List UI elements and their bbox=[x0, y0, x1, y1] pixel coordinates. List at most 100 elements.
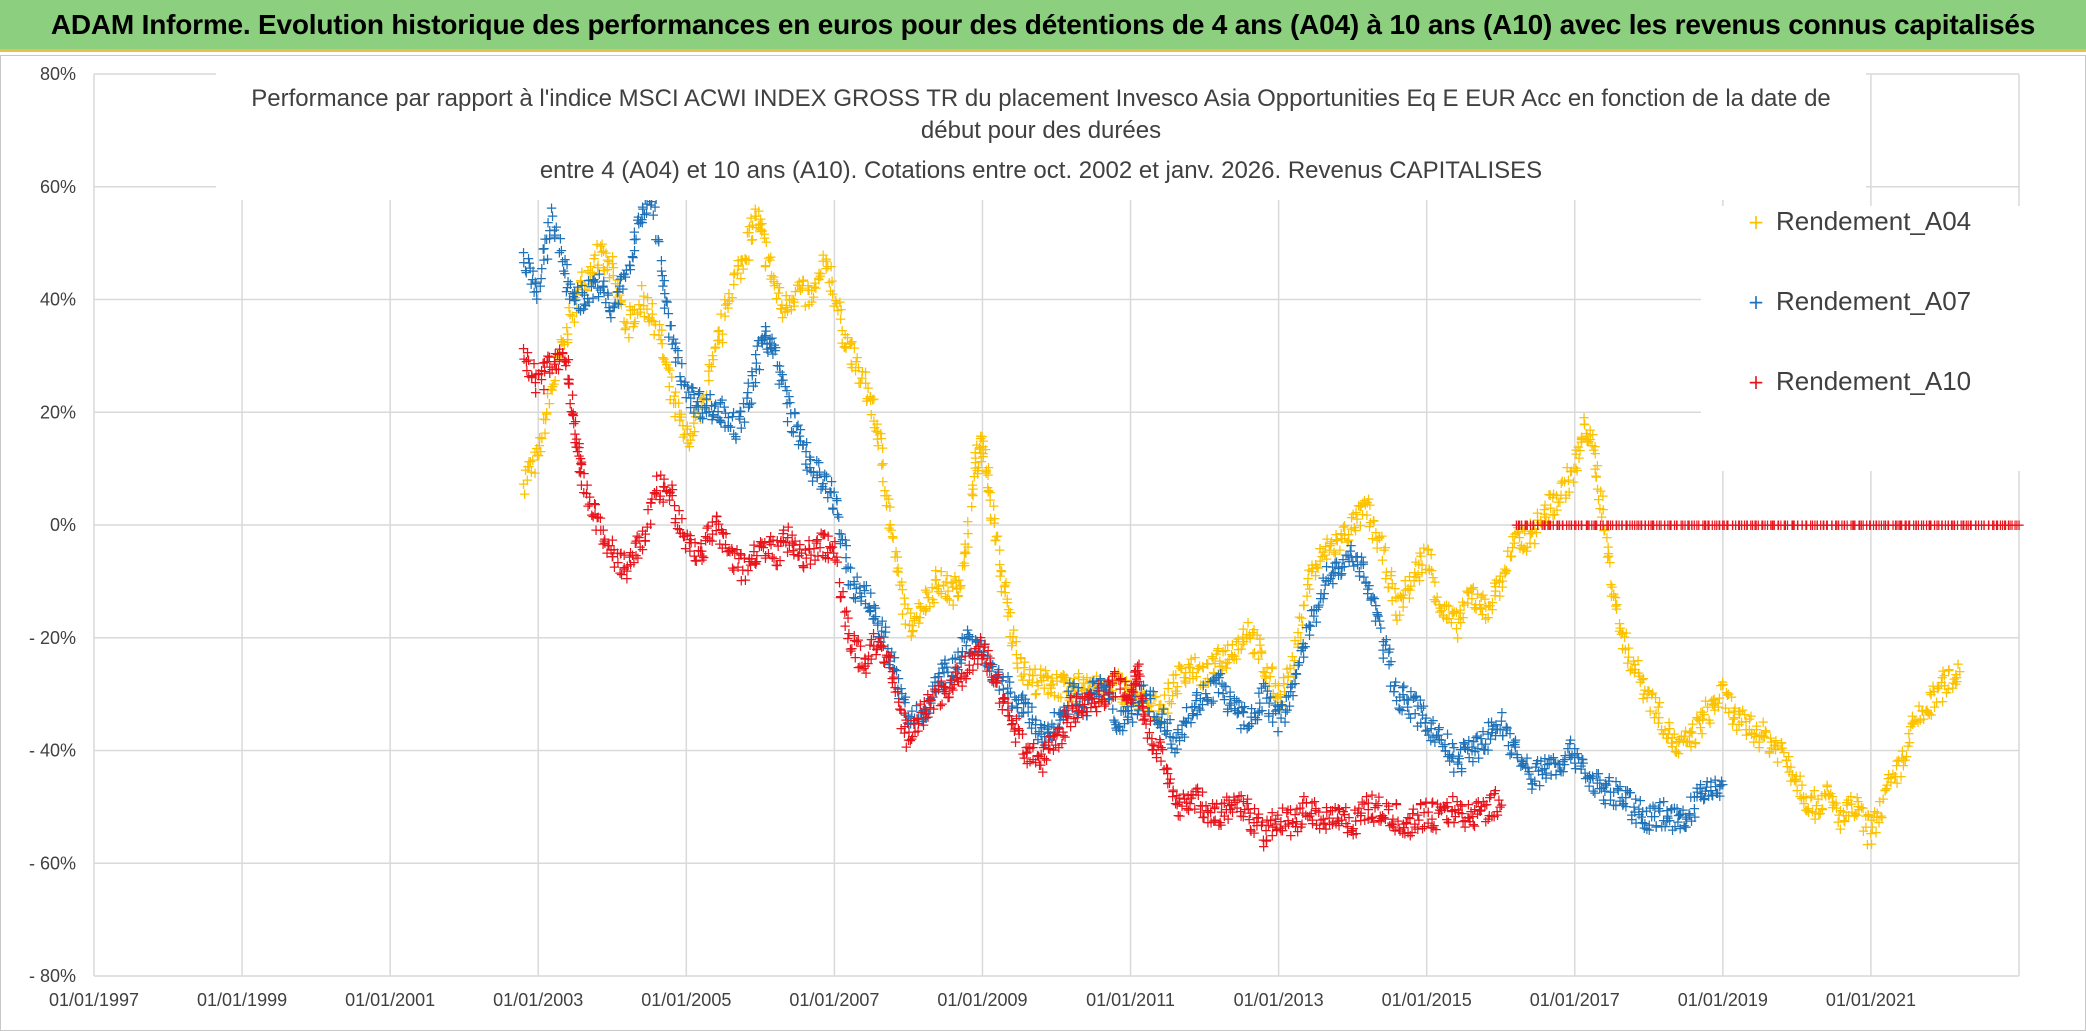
point-rendement_a04: + bbox=[758, 225, 771, 243]
point-rendement_a04: + bbox=[584, 270, 597, 288]
x-tick-label: 01/01/2013 bbox=[1234, 990, 1324, 1010]
point-rendement_a04: + bbox=[518, 485, 531, 503]
point-rendement_a04: + bbox=[788, 293, 801, 311]
point-rendement_a10: + bbox=[831, 553, 844, 571]
point-rendement_a04: + bbox=[527, 451, 540, 469]
point-rendement_a04: + bbox=[600, 244, 613, 262]
point-rendement_a04: + bbox=[692, 400, 705, 418]
point-rendement_a04: + bbox=[586, 264, 599, 282]
point-rendement_a04: + bbox=[584, 258, 597, 276]
point-rendement_a04: + bbox=[655, 331, 668, 349]
point-rendement_a04: + bbox=[834, 310, 847, 328]
point-rendement_a04: + bbox=[588, 250, 601, 268]
point-rendement_a04: + bbox=[722, 299, 735, 317]
y-tick-label: - 80% bbox=[29, 966, 76, 986]
point-rendement_a04: + bbox=[844, 335, 857, 353]
point-rendement_a04: + bbox=[597, 242, 610, 260]
point-rendement_a04: + bbox=[624, 306, 637, 324]
point-rendement_a04: + bbox=[583, 277, 596, 295]
point-rendement_a04: + bbox=[576, 263, 589, 281]
point-rendement_a04: + bbox=[840, 339, 853, 357]
point-rendement_a04: + bbox=[703, 372, 716, 390]
point-rendement_a04: + bbox=[598, 261, 611, 279]
x-tick-label: 01/01/2021 bbox=[1826, 990, 1916, 1010]
title-line-2: début pour des durées bbox=[921, 117, 1161, 144]
point-rendement_a04: + bbox=[774, 300, 787, 318]
point-rendement_a04: + bbox=[569, 286, 582, 304]
chart-canvas: 80% 60% 40% 20% 0% - 20% - 40% - 60% - 80% 01/01/… bbox=[29, 60, 2025, 1010]
point-rendement_a04: + bbox=[850, 352, 863, 370]
point-rendement_a04: + bbox=[606, 247, 619, 265]
point-rendement_a04: + bbox=[591, 236, 604, 254]
point-rendement_a04: + bbox=[534, 428, 547, 446]
point-rendement_a04: + bbox=[533, 447, 546, 465]
y-tick-label: 80% bbox=[40, 64, 76, 84]
point-rendement_a04: + bbox=[852, 358, 865, 376]
point-rendement_a04: + bbox=[826, 285, 839, 303]
point-rendement_a04: + bbox=[646, 305, 659, 323]
point-rendement_a04: + bbox=[631, 305, 644, 323]
point-rendement_a04: + bbox=[653, 326, 666, 344]
point-rendement_a04: + bbox=[700, 386, 713, 404]
point-rendement_a04: + bbox=[770, 289, 783, 307]
point-rendement_a04: + bbox=[646, 311, 659, 329]
point-rendement_a04: + bbox=[752, 216, 765, 234]
x-tick-label: 01/01/2019 bbox=[1678, 990, 1768, 1010]
point-rendement_a04: + bbox=[743, 224, 756, 242]
point-rendement_a04: + bbox=[846, 333, 859, 351]
y-tick-label: - 40% bbox=[29, 741, 76, 761]
point-rendement_a04: + bbox=[561, 331, 574, 349]
point-rendement_a04: + bbox=[772, 284, 785, 302]
point-rendement_a04: + bbox=[662, 359, 675, 377]
point-rendement_a04: + bbox=[624, 298, 637, 316]
point-rendement_a04: + bbox=[613, 286, 626, 304]
point-rendement_a04: + bbox=[535, 442, 548, 460]
point-rendement_a04: + bbox=[839, 325, 852, 343]
point-rendement_a04: + bbox=[967, 486, 980, 504]
grid-layer bbox=[93, 73, 2020, 977]
x-tick-label: 01/01/2003 bbox=[493, 990, 583, 1010]
point-rendement_a04: + bbox=[768, 276, 781, 294]
point-rendement_a04: + bbox=[786, 290, 799, 308]
point-rendement_a04: + bbox=[849, 362, 862, 380]
point-rendement_a04: + bbox=[743, 217, 756, 235]
point-rendement_a04: + bbox=[810, 279, 823, 297]
point-rendement_a07: + bbox=[745, 394, 758, 412]
y-tick-label: - 60% bbox=[29, 853, 76, 873]
point-rendement_a04: + bbox=[1604, 553, 1617, 571]
point-rendement_a04: + bbox=[828, 297, 841, 315]
point-rendement_a04: + bbox=[545, 380, 558, 398]
point-rendement_a04: + bbox=[776, 308, 789, 326]
point-rendement_a04: + bbox=[713, 321, 726, 339]
point-rendement_a04: + bbox=[824, 282, 837, 300]
point-rendement_a04: + bbox=[570, 285, 583, 303]
point-rendement_a04: + bbox=[546, 378, 559, 396]
point-rendement_a04: + bbox=[826, 272, 839, 290]
point-rendement_a04: + bbox=[825, 258, 838, 276]
point-rendement_a04: + bbox=[868, 390, 881, 408]
point-rendement_a04: + bbox=[845, 334, 858, 352]
point-rendement_a10: + bbox=[698, 548, 711, 566]
point-rendement_a04: + bbox=[737, 260, 750, 278]
point-rendement_a04: + bbox=[736, 251, 749, 269]
point-rendement_a04: + bbox=[566, 307, 579, 325]
point-rendement_a04: + bbox=[615, 293, 628, 311]
point-rendement_a04: + bbox=[719, 307, 732, 325]
point-rendement_a04: + bbox=[822, 257, 835, 275]
point-rendement_a04: + bbox=[549, 372, 562, 390]
point-rendement_a04: + bbox=[549, 360, 562, 378]
title-line-3: entre 4 (A04) et 10 ans (A10). Cotations… bbox=[540, 157, 1542, 184]
point-rendement_a04: + bbox=[638, 287, 651, 305]
point-rendement_a07: + bbox=[653, 232, 666, 250]
point-rendement_a04: + bbox=[521, 471, 534, 489]
point-rendement_a04: + bbox=[808, 278, 821, 296]
point-rendement_a04: + bbox=[728, 264, 741, 282]
point-rendement_a04: + bbox=[615, 291, 628, 309]
point-rendement_a04: + bbox=[688, 423, 701, 441]
point-rendement_a04: + bbox=[797, 271, 810, 289]
point-rendement_a04: + bbox=[823, 274, 836, 292]
point-rendement_a04: + bbox=[692, 401, 705, 419]
point-rendement_a10: + bbox=[538, 380, 551, 398]
legend-marker-a07: + bbox=[1748, 290, 1765, 314]
point-rendement_a04: + bbox=[861, 390, 874, 408]
